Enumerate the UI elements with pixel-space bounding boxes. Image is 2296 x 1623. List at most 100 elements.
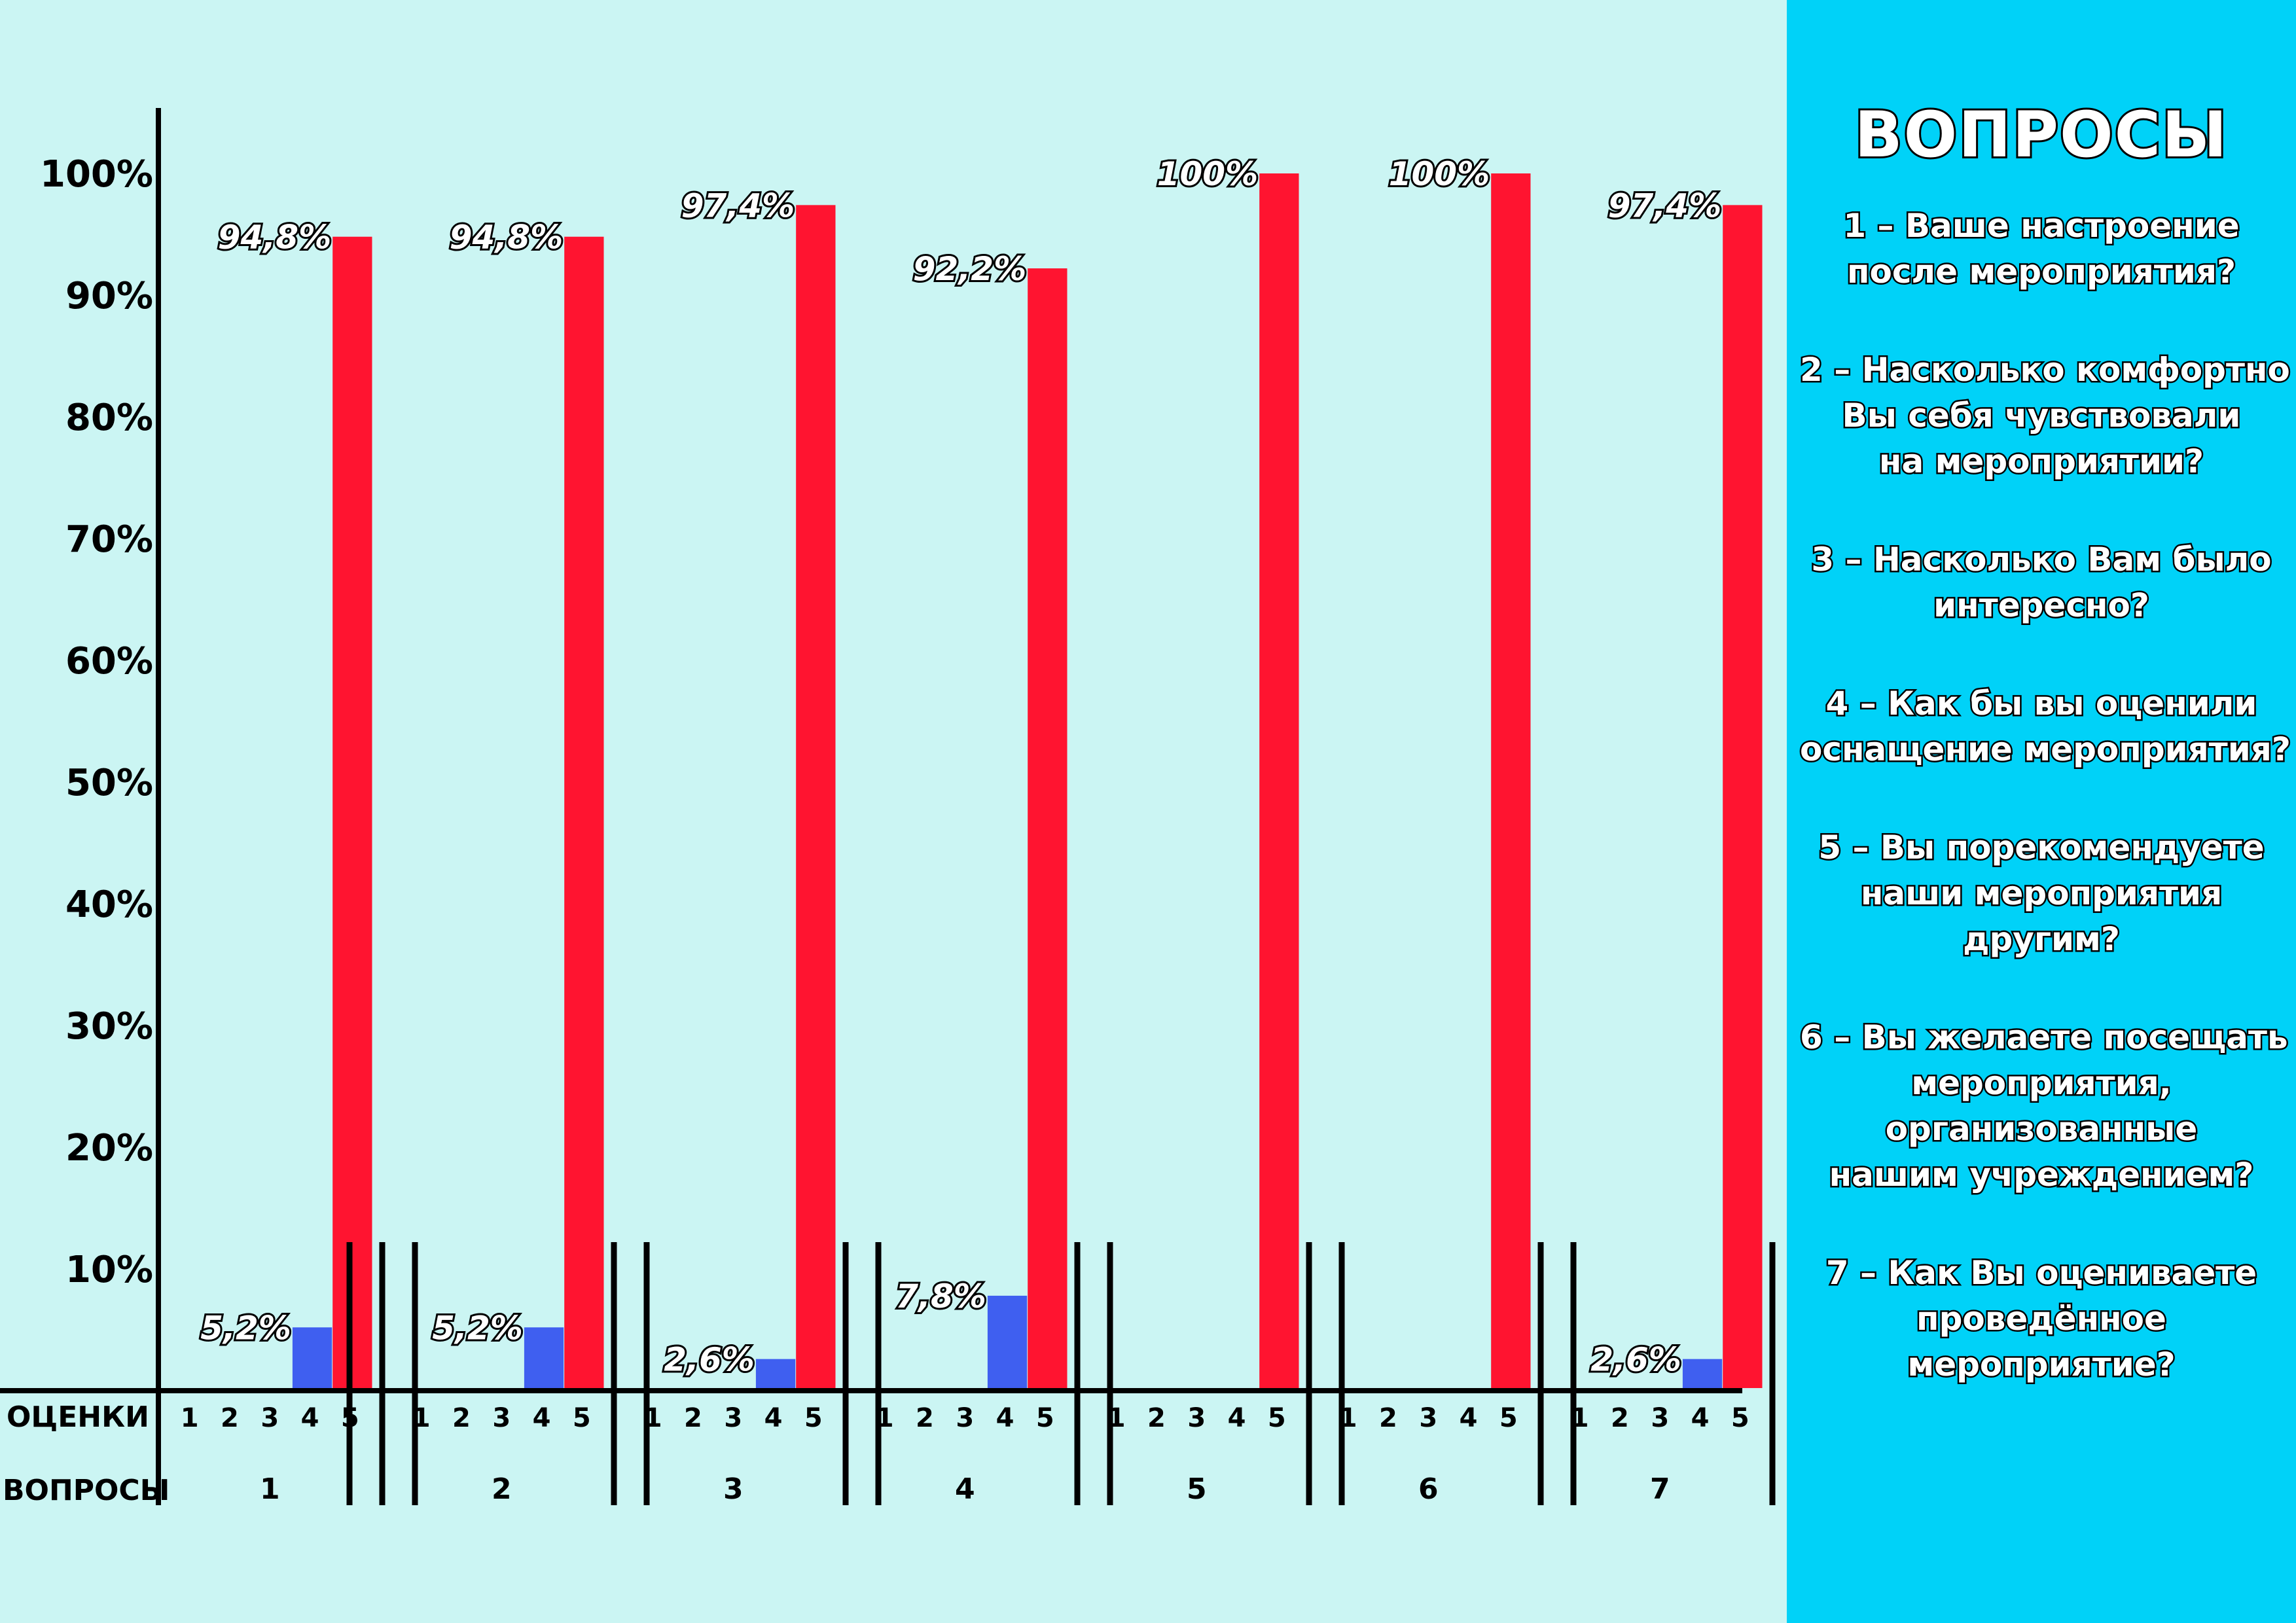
- y-tick-label: 30%: [65, 1005, 153, 1048]
- bar-grade-5: [332, 236, 372, 1389]
- question-line: 4 – Как бы вы оценили: [1824, 683, 2259, 724]
- question-line: 5 – Вы порекомендуете: [1817, 827, 2266, 868]
- grade-tick-label: 4: [533, 1403, 551, 1433]
- question-number-label: 1: [260, 1472, 280, 1506]
- question-line: после мероприятия?: [1846, 251, 2238, 293]
- grade-tick-label: 3: [1419, 1403, 1437, 1433]
- y-tick-label: 50%: [65, 762, 153, 804]
- question-item: 1 – Ваше настроение после мероприятия?: [1800, 203, 2283, 294]
- question-line: мероприятия,: [1910, 1063, 2174, 1104]
- grade-tick-label: 2: [684, 1403, 702, 1433]
- grade-tick-label: 2: [916, 1403, 934, 1433]
- bar-grade-4: [524, 1327, 564, 1388]
- question-item: 7 – Как Вы оцениваете проведённое мероприя…: [1800, 1250, 2283, 1387]
- bar-value-label: 2,6%: [1590, 1341, 1681, 1379]
- y-tick-label: 80%: [65, 397, 153, 439]
- bar-value-label: 97,4%: [1608, 187, 1721, 224]
- bar-value-label: 5,2%: [200, 1309, 291, 1347]
- grade-tick-label: 1: [181, 1403, 199, 1433]
- bar-grade-5: [564, 236, 604, 1389]
- question-item: 2 – Насколько комфортно Вы себя чувствова…: [1799, 347, 2292, 484]
- y-tick-label: 20%: [65, 1127, 153, 1169]
- question-line: мероприятие?: [1906, 1344, 2177, 1385]
- grade-tick-label: 1: [1571, 1403, 1589, 1433]
- question-line: интересно?: [1932, 585, 2151, 626]
- bar-grade-4: [755, 1359, 796, 1388]
- grade-tick-label: 3: [1651, 1403, 1669, 1433]
- y-tick-label: 70%: [65, 518, 153, 561]
- question-line: 7 – Как Вы оцениваете: [1824, 1253, 2258, 1294]
- question-item: 5 – Вы порекомендуете наши мероприятия дру…: [1800, 825, 2283, 962]
- grade-tick-label: 5: [1036, 1403, 1054, 1433]
- bar-value-label: 100%: [1157, 155, 1258, 193]
- grade-tick-label: 2: [221, 1403, 239, 1433]
- grade-tick-label: 4: [996, 1403, 1014, 1433]
- question-number-label: 2: [492, 1472, 512, 1506]
- grade-tick-label: 4: [1460, 1403, 1478, 1433]
- grade-tick-label: 5: [1499, 1403, 1518, 1433]
- grade-tick-label: 5: [804, 1403, 823, 1433]
- grade-tick-label: 3: [724, 1403, 742, 1433]
- bar-grade-5: [796, 205, 836, 1388]
- grade-tick-label: 2: [1379, 1403, 1397, 1433]
- question-line: 1 – Ваше настроение: [1842, 205, 2241, 247]
- grade-tick-label: 3: [1187, 1403, 1206, 1433]
- question-line: 2 – Насколько комфортно: [1799, 349, 2292, 391]
- question-number-label: 4: [955, 1472, 975, 1506]
- grades-row-label: ОЦЕНКИ: [7, 1400, 149, 1434]
- bar-grade-4: [987, 1295, 1028, 1388]
- bar-grade-5: [1723, 205, 1763, 1388]
- question-line: организованные: [1884, 1109, 2199, 1150]
- y-tick-label: 10%: [65, 1249, 153, 1291]
- bar-value-label: 2,6%: [664, 1341, 755, 1379]
- grade-tick-label: 3: [260, 1403, 279, 1433]
- question-item: 6 – Вы желаете посещать мероприятия, орган…: [1799, 1014, 2290, 1198]
- bar-value-label: 5,2%: [432, 1309, 523, 1347]
- grade-tick-label: 5: [1731, 1403, 1749, 1433]
- question-number-label: 7: [1650, 1472, 1670, 1506]
- grade-tick-label: 5: [573, 1403, 591, 1433]
- bar-grade-4: [292, 1327, 332, 1388]
- grade-tick-label: 1: [412, 1403, 431, 1433]
- questions-panel: ВОПРОСЫ 1 – Ваше настроение после меропри…: [1787, 0, 2296, 1623]
- question-number-label: 5: [1187, 1472, 1207, 1506]
- bar-value-label: 94,8%: [218, 219, 331, 257]
- question-number-label: 6: [1418, 1472, 1439, 1506]
- question-line: проведённое: [1915, 1298, 2168, 1340]
- bar-value-label: 7,8%: [895, 1277, 986, 1315]
- bar-chart: 100% 90% 80% 70% 60% 50% 40% 30% 20% 10% ОЦЕНКИ ВОП…: [0, 108, 1776, 1507]
- y-tick-label: 90%: [65, 275, 153, 317]
- question-line: Вы себя чувствовали: [1840, 395, 2242, 437]
- y-tick-label: 60%: [65, 640, 153, 683]
- grade-tick-label: 3: [956, 1403, 974, 1433]
- bar-grade-5: [1028, 268, 1067, 1389]
- grade-tick-label: 1: [876, 1403, 894, 1433]
- question-line: 6 – Вы желаете посещать: [1799, 1017, 2290, 1058]
- bar-grade-4: [1682, 1359, 1723, 1388]
- grade-tick-label: 1: [644, 1403, 662, 1433]
- questions-row-label: ВОПРОСЫ: [3, 1474, 170, 1507]
- question-line: на мероприятии?: [1877, 441, 2205, 482]
- grade-tick-label: 2: [1147, 1403, 1166, 1433]
- grade-tick-label: 3: [492, 1403, 511, 1433]
- grade-tick-label: 5: [1268, 1403, 1286, 1433]
- question-line: оснащение мероприятия?: [1799, 729, 2293, 770]
- questions-list: 1 – Ваше настроение после мероприятия? 2 –…: [1799, 203, 2293, 1440]
- bar-value-label: 100%: [1389, 155, 1490, 193]
- bar-grade-5: [1491, 173, 1531, 1388]
- bar-value-label: 94,8%: [450, 219, 563, 257]
- y-tick-label: 100%: [40, 153, 153, 196]
- grade-tick-label: 4: [764, 1403, 783, 1433]
- question-number-label: 3: [723, 1472, 744, 1506]
- grade-tick-label: 2: [452, 1403, 471, 1433]
- question-item: 4 – Как бы вы оценили оснащение мероприят…: [1799, 681, 2293, 772]
- question-line: другим?: [1962, 919, 2122, 960]
- panel-title: ВОПРОСЫ: [1852, 96, 2229, 173]
- question-line: наши мероприятия: [1859, 873, 2223, 914]
- grade-tick-label: 1: [1339, 1403, 1357, 1433]
- question-line: нашим учреждением?: [1827, 1154, 2255, 1196]
- y-tick-label: 40%: [65, 883, 153, 926]
- bar-grade-5: [1259, 173, 1299, 1388]
- grade-tick-label: 4: [1691, 1403, 1710, 1433]
- grade-tick-label: 4: [301, 1403, 319, 1433]
